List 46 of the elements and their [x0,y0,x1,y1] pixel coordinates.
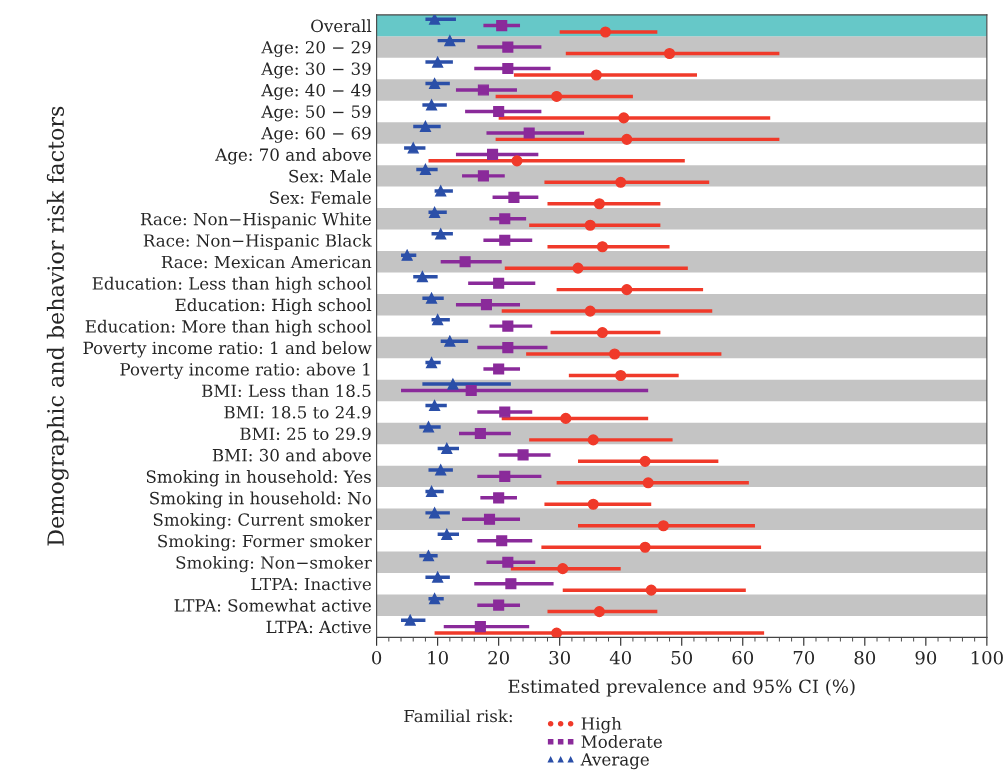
x-tick-label: 30 [549,650,570,665]
legend-label: Moderate [581,734,662,748]
x-tick-label: 0 [372,650,382,665]
y-tick-label: LTPA: Inactive [251,577,371,591]
x-tick-label: 80 [854,650,876,665]
x-tick-label: 20 [488,650,509,665]
y-tick-label: Poverty income ratio: 1 and below [83,341,372,358]
x-tick-label: 10 [428,650,448,665]
y-tick-label: Age: 50 − 59 [261,105,371,122]
y-tick-label: LTPA: Somewhat active [174,598,371,612]
y-tick-label: Age: 40 − 49 [261,83,371,100]
y-tick-label: BMI: 30 and above [212,448,371,462]
legend-title: Familial risk: [404,709,512,723]
y-tick-label: BMI: 25 to 29.9 [240,427,371,441]
x-tick-label: 60 [732,650,754,665]
y-tick-label: Age: 70 and above [215,148,371,165]
y-tick-label: Smoking: Non−smoker [176,555,372,573]
x-axis-title: Estimated prevalence and 95% CI (%) [508,679,855,697]
y-tick-label: Age: 20 − 29 [261,40,371,57]
y-tick-label: Education: High school [175,298,372,315]
y-tick-label: Smoking in household: Yes [146,470,371,487]
legend-label: Average [580,753,649,770]
x-tick-label: 70 [793,650,815,665]
y-tick-label: Smoking: Former smoker [158,534,372,551]
y-tick-label: Age: 30 − 39 [261,62,371,79]
y-tick-label: Age: 60 − 69 [261,126,371,143]
y-axis-title: Demographic and behavior risk factors [46,106,69,546]
y-tick-label: LTPA: Active [266,620,371,634]
y-tick-label: Education: More than high school [85,319,372,337]
y-tick-label: Education: Less than high school [92,276,372,294]
x-tick-label: 50 [671,650,693,665]
y-tick-label: Smoking: Current smoker [153,512,372,530]
y-tick-label: Sex: Male [289,169,371,183]
y-tick-label: Smoking in household: No [150,491,371,508]
x-tick-label: 90 [915,650,937,665]
y-tick-label: Poverty income ratio: above 1 [120,362,370,380]
x-tick-label: 100 [971,650,1003,665]
legend-label: High [581,716,622,734]
y-tick-label: BMI: Less than 18.5 [202,384,371,398]
x-tick-label: 40 [609,650,631,665]
y-tick-label: Sex: Female [270,191,371,204]
y-tick-label: Race: Non−Hispanic White [140,212,371,229]
y-tick-label: Race: Mexican American [161,255,372,269]
y-tick-label: BMI: 18.5 to 24.9 [224,405,371,419]
y-tick-label: Race: Non−Hispanic Black [143,233,372,251]
y-tick-label: Overall [311,19,372,33]
